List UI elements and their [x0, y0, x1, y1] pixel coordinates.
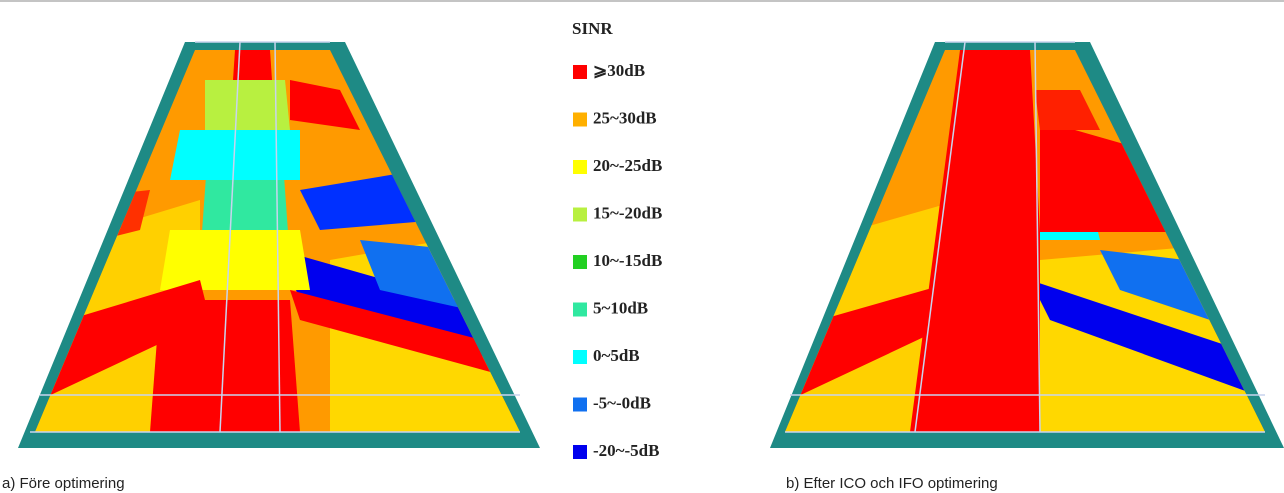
legend-swatch	[573, 397, 587, 412]
legend-swatch	[573, 445, 587, 459]
legend-swatch	[573, 255, 587, 269]
legend-label: 25~30dB	[593, 108, 657, 127]
caption-a: a) Före optimering	[2, 475, 125, 492]
legend-label: 20~-25dB	[593, 156, 662, 175]
legend-label: -20~-5dB	[593, 441, 659, 460]
legend-label: 10~-15dB	[593, 251, 662, 270]
legend-swatch	[573, 112, 587, 127]
legend-label: 15~-20dB	[593, 203, 662, 222]
caption-b: b) Efter ICO och IFO optimering	[786, 475, 998, 492]
legend-label: 0~5dB	[593, 346, 640, 365]
heatmap-a	[18, 41, 540, 448]
legend-label: -5~-0dB	[593, 393, 651, 412]
legend-swatch	[573, 160, 587, 174]
legend-swatch	[573, 302, 587, 317]
legend-title: SINR	[572, 19, 613, 38]
legend: ⩾30dB 25~30dB 20~-25dB 15~-20dB 10~-15dB 5~10…	[573, 61, 662, 460]
legend-swatch	[573, 207, 587, 222]
legend-label: 5~10dB	[593, 298, 648, 317]
legend-label: ⩾30dB	[593, 61, 645, 80]
legend-swatch	[573, 65, 587, 79]
heatmap-b	[770, 41, 1284, 448]
legend-swatch	[573, 350, 587, 364]
